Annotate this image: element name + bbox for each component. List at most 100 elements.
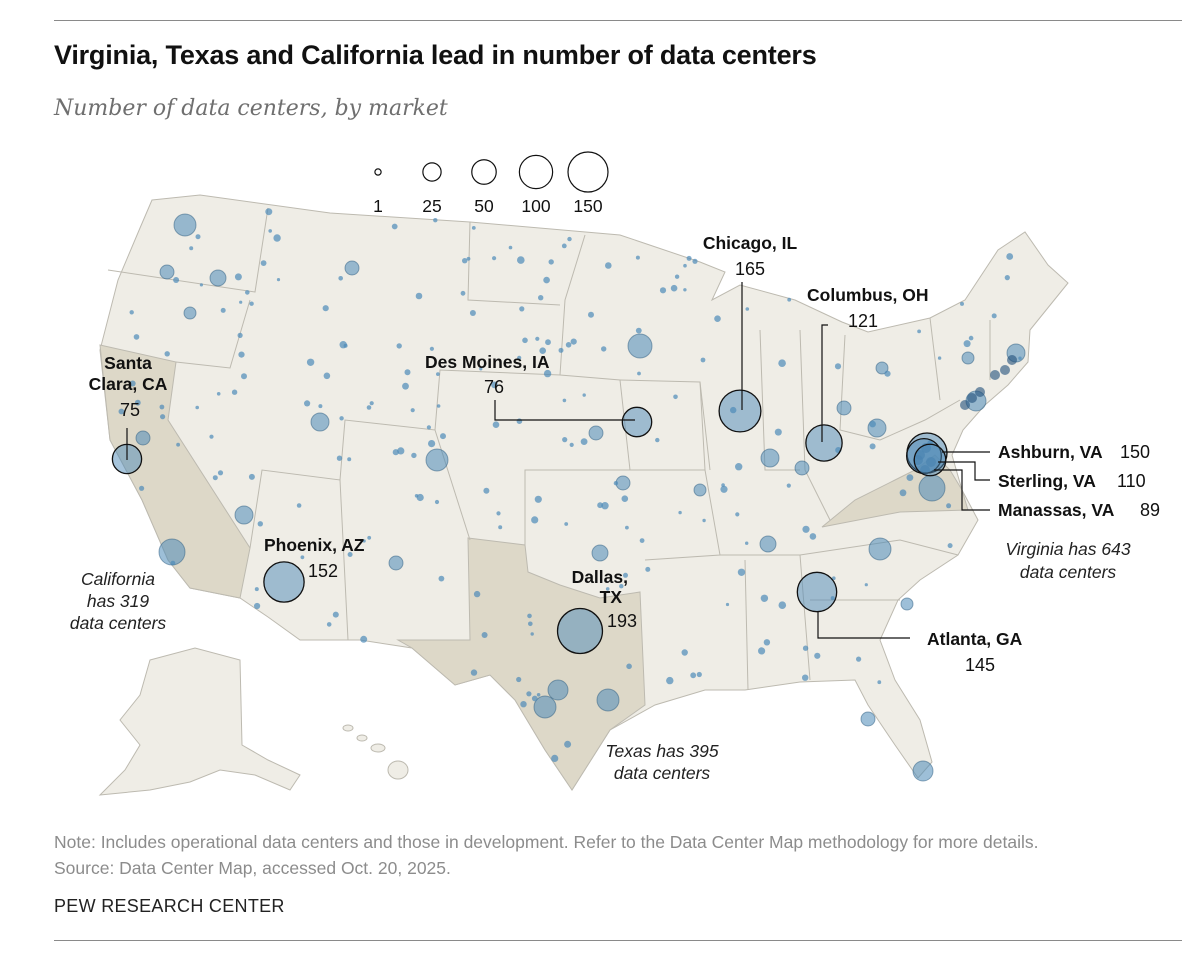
market-bubble — [438, 575, 445, 582]
market-bubble — [696, 671, 702, 678]
market-bubble — [347, 457, 352, 462]
market-bubble — [332, 611, 339, 618]
market-bubble — [483, 487, 490, 494]
market-bubble — [960, 400, 970, 410]
market-bubble — [338, 276, 344, 281]
legend-label: 100 — [521, 196, 550, 216]
market-bubble — [562, 437, 568, 443]
market-bubble — [856, 656, 862, 662]
market-bubble — [460, 290, 466, 296]
market-bubble — [135, 430, 151, 446]
market-bubble — [975, 387, 985, 397]
leader-lines — [126, 282, 990, 639]
market-bubble — [794, 460, 810, 476]
annotation-virginia-line2: data centers — [1020, 562, 1117, 582]
market-bubble — [516, 418, 523, 425]
market-bubble — [570, 338, 577, 345]
market-bubble — [690, 672, 697, 679]
us-map: 1 25 50 100 150 Santa Clara, CA 75 Phoenix, … — [70, 151, 1160, 796]
market-bubble — [508, 245, 513, 250]
value-atlanta: 145 — [965, 655, 995, 675]
market-bubble-manassas-va — [913, 443, 947, 477]
market-bubble — [322, 305, 329, 312]
label-chicago: Chicago, IL — [703, 233, 798, 253]
label-atlanta: Atlanta, GA — [927, 629, 1023, 649]
market-bubble — [534, 495, 542, 503]
market-bubble — [1000, 365, 1010, 375]
market-bubble — [173, 213, 197, 237]
market-bubble — [216, 392, 221, 396]
market-bubble — [745, 541, 749, 545]
market-bubble — [388, 555, 404, 571]
label-dallas-line1: Dallas, — [572, 567, 628, 587]
chart-subtitle: Number of data centers, by market — [54, 96, 448, 121]
market-bubble — [397, 447, 405, 455]
market-bubble — [336, 455, 343, 461]
top-rule — [54, 20, 1182, 21]
market-bubble — [527, 613, 532, 619]
market-bubble — [674, 274, 680, 279]
market-bubble — [535, 336, 540, 341]
market-bubble — [391, 223, 398, 230]
market-bubble — [787, 297, 792, 302]
market-bubble — [613, 481, 619, 486]
market-bubble — [991, 313, 997, 319]
market-bubble — [601, 502, 609, 510]
market-bubble — [621, 495, 629, 503]
market-bubble — [670, 284, 678, 292]
market-bubble — [626, 663, 632, 670]
market-bubble — [429, 346, 434, 351]
market-bubble — [296, 503, 302, 508]
market-bubble — [937, 356, 942, 360]
market-bubble — [434, 499, 440, 505]
market-bubble — [410, 408, 415, 413]
small-market-bubbles — [118, 208, 1026, 782]
market-bubble — [601, 346, 607, 352]
market-bubble — [134, 399, 141, 406]
market-bubble — [344, 260, 360, 276]
market-bubble — [436, 372, 440, 376]
market-bubble — [683, 288, 687, 292]
annotation-california-line3: data centers — [70, 613, 167, 633]
market-bubble — [426, 425, 431, 430]
market-bubble — [469, 310, 476, 316]
label-phoenix: Phoenix, AZ — [264, 535, 365, 555]
market-bubble — [517, 355, 522, 360]
value-des-moines: 76 — [484, 377, 504, 397]
market-bubble — [877, 680, 882, 685]
value-dallas: 193 — [607, 611, 637, 631]
market-bubble — [533, 695, 557, 719]
market-bubble — [582, 393, 586, 397]
market-bubble — [522, 337, 528, 344]
market-bubble — [415, 292, 423, 300]
annotation-virginia-line1: Virginia has 643 — [1005, 539, 1130, 559]
label-santa-clara-line2: Clara, CA — [89, 374, 168, 394]
market-bubble — [735, 463, 743, 471]
market-bubble — [564, 740, 572, 748]
market-bubble — [834, 363, 842, 370]
market-bubble — [961, 351, 975, 365]
market-bubble — [276, 278, 281, 282]
alaska — [98, 647, 301, 796]
market-bubble — [635, 255, 640, 260]
market-bubble — [547, 679, 569, 701]
market-bubble — [637, 371, 641, 376]
market-bubble — [596, 688, 620, 712]
market-bubble-columbus-oh — [805, 424, 843, 462]
market-bubble — [404, 369, 411, 376]
market-bubble — [678, 510, 682, 515]
market-bubble — [774, 428, 782, 436]
market-bubble — [700, 357, 706, 363]
value-phoenix: 152 — [308, 561, 338, 581]
source-line: Source: Data Center Map, accessed Oct. 2… — [54, 858, 451, 878]
market-bubble — [173, 277, 180, 283]
market-bubble — [323, 372, 331, 380]
market-bubble — [516, 676, 522, 683]
market-bubble — [686, 255, 692, 261]
market-bubble — [900, 597, 914, 611]
market-bubble — [254, 587, 259, 592]
market-bubble — [531, 695, 538, 702]
market-bubble — [339, 416, 344, 421]
market-bubble — [605, 587, 610, 591]
market-bubble — [498, 525, 503, 530]
